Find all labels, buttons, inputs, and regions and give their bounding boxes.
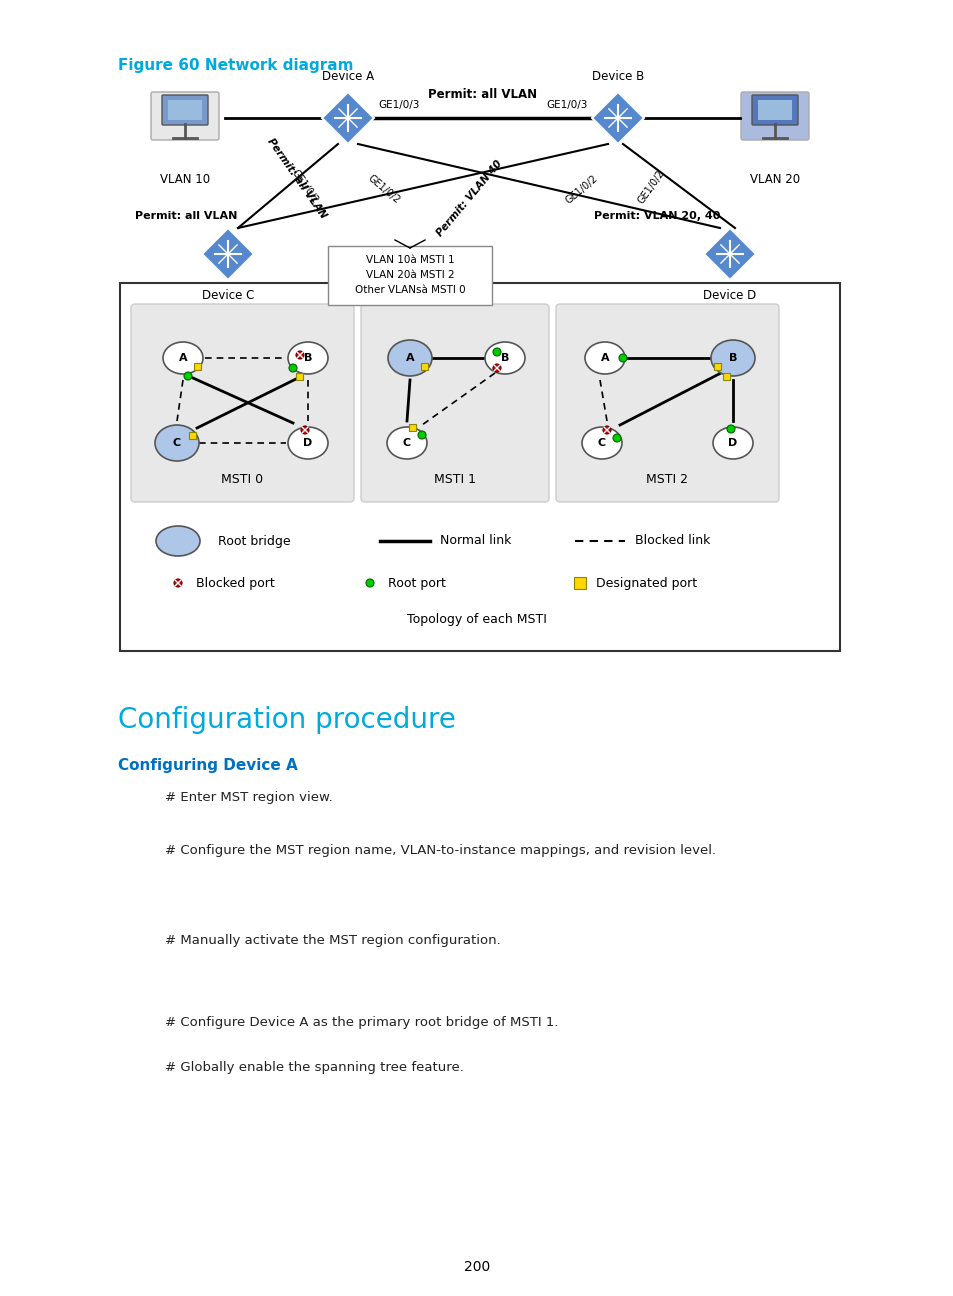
Text: GE1/0/3: GE1/0/3 (546, 100, 587, 110)
Text: MSTI 2: MSTI 2 (645, 473, 687, 486)
Text: C: C (172, 438, 181, 448)
FancyBboxPatch shape (740, 92, 808, 140)
Text: Figure 60 Network diagram: Figure 60 Network diagram (118, 58, 354, 73)
Text: # Manually activate the MST region configuration.: # Manually activate the MST region confi… (165, 934, 500, 947)
Text: B: B (728, 353, 737, 363)
Bar (421, 363, 428, 369)
Circle shape (613, 434, 620, 442)
Ellipse shape (288, 426, 328, 459)
Text: Permit: all VLAN: Permit: all VLAN (428, 88, 537, 101)
Circle shape (184, 372, 192, 380)
Text: Permit: VLAN 20, 40: Permit: VLAN 20, 40 (593, 211, 720, 222)
Text: Configuring Device A: Configuring Device A (118, 758, 297, 772)
Text: GE1/0/2: GE1/0/2 (636, 168, 665, 205)
Text: Device B: Device B (591, 70, 643, 83)
Circle shape (295, 351, 304, 359)
Text: A: A (600, 353, 609, 363)
Text: GE1/0/2: GE1/0/2 (366, 172, 401, 206)
Text: Configuration procedure: Configuration procedure (118, 706, 456, 734)
Ellipse shape (154, 425, 199, 461)
Text: B: B (500, 353, 509, 363)
Bar (714, 363, 720, 369)
Text: Root port: Root port (388, 577, 445, 590)
Ellipse shape (581, 426, 621, 459)
Text: VLAN 10: VLAN 10 (160, 172, 210, 187)
Ellipse shape (163, 342, 203, 375)
Circle shape (366, 579, 374, 587)
Text: D: D (727, 438, 737, 448)
Text: # Configure Device A as the primary root bridge of MSTI 1.: # Configure Device A as the primary root… (165, 1016, 558, 1029)
Text: Normal link: Normal link (439, 534, 511, 547)
Text: Designated port: Designated port (596, 577, 697, 590)
Text: MSTI 1: MSTI 1 (434, 473, 476, 486)
FancyBboxPatch shape (556, 305, 779, 502)
Text: Device A: Device A (321, 70, 374, 83)
Ellipse shape (387, 426, 427, 459)
FancyBboxPatch shape (131, 305, 354, 502)
Circle shape (493, 364, 500, 372)
Bar (574, 577, 585, 588)
Text: Device D: Device D (702, 289, 756, 302)
Circle shape (289, 364, 296, 372)
Text: # Enter MST region view.: # Enter MST region view. (165, 791, 333, 804)
Text: # Globally enable the spanning tree feature.: # Globally enable the spanning tree feat… (165, 1061, 463, 1074)
Text: A: A (178, 353, 187, 363)
Text: Blocked port: Blocked port (195, 577, 274, 590)
Bar (296, 372, 303, 380)
Text: MSTI 0: MSTI 0 (221, 473, 263, 486)
Bar (120, 283, 840, 651)
Text: Topology of each MSTI: Topology of each MSTI (407, 613, 546, 626)
Text: GE1/0/3: GE1/0/3 (377, 100, 419, 110)
Bar (409, 424, 416, 430)
Circle shape (618, 354, 626, 362)
Polygon shape (592, 92, 643, 144)
Circle shape (493, 349, 500, 356)
FancyBboxPatch shape (162, 95, 208, 124)
FancyBboxPatch shape (757, 100, 791, 121)
FancyBboxPatch shape (360, 305, 548, 502)
Text: Device C: Device C (202, 289, 253, 302)
Polygon shape (322, 92, 374, 144)
Text: VLAN 10à MSTI 1
VLAN 20à MSTI 2
Other VLANsà MSTI 0: VLAN 10à MSTI 1 VLAN 20à MSTI 2 Other VL… (355, 255, 465, 294)
Text: Permit: all VLAN: Permit: all VLAN (265, 136, 328, 220)
Text: C: C (598, 438, 605, 448)
Text: D: D (303, 438, 313, 448)
FancyBboxPatch shape (328, 246, 492, 305)
FancyBboxPatch shape (751, 95, 797, 124)
FancyBboxPatch shape (168, 100, 202, 121)
Polygon shape (202, 228, 253, 280)
Text: C: C (402, 438, 411, 448)
Ellipse shape (712, 426, 752, 459)
Circle shape (726, 425, 734, 433)
Ellipse shape (288, 342, 328, 375)
Ellipse shape (156, 526, 200, 556)
Circle shape (173, 579, 182, 587)
Bar (194, 363, 201, 369)
Text: # Configure the MST region name, VLAN-to-instance mappings, and revision level.: # Configure the MST region name, VLAN-to… (165, 844, 716, 857)
Ellipse shape (584, 342, 624, 375)
Text: GE1/0/2: GE1/0/2 (290, 168, 319, 205)
Text: GE1/0/2: GE1/0/2 (563, 172, 599, 206)
Bar (190, 432, 196, 438)
Ellipse shape (484, 342, 524, 375)
Circle shape (301, 426, 309, 434)
Bar (722, 372, 730, 380)
Text: 200: 200 (463, 1260, 490, 1274)
FancyBboxPatch shape (151, 92, 219, 140)
Circle shape (602, 426, 610, 434)
Text: Blocked link: Blocked link (635, 534, 710, 547)
Text: Root bridge: Root bridge (218, 534, 291, 547)
Text: VLAN 20: VLAN 20 (749, 172, 800, 187)
Text: B: B (303, 353, 312, 363)
Polygon shape (703, 228, 755, 280)
Circle shape (417, 432, 426, 439)
Text: Permit: all VLAN: Permit: all VLAN (135, 211, 237, 222)
Text: Permit: VLAN 40: Permit: VLAN 40 (435, 158, 504, 238)
Ellipse shape (388, 340, 432, 376)
Ellipse shape (710, 340, 754, 376)
Text: A: A (405, 353, 414, 363)
